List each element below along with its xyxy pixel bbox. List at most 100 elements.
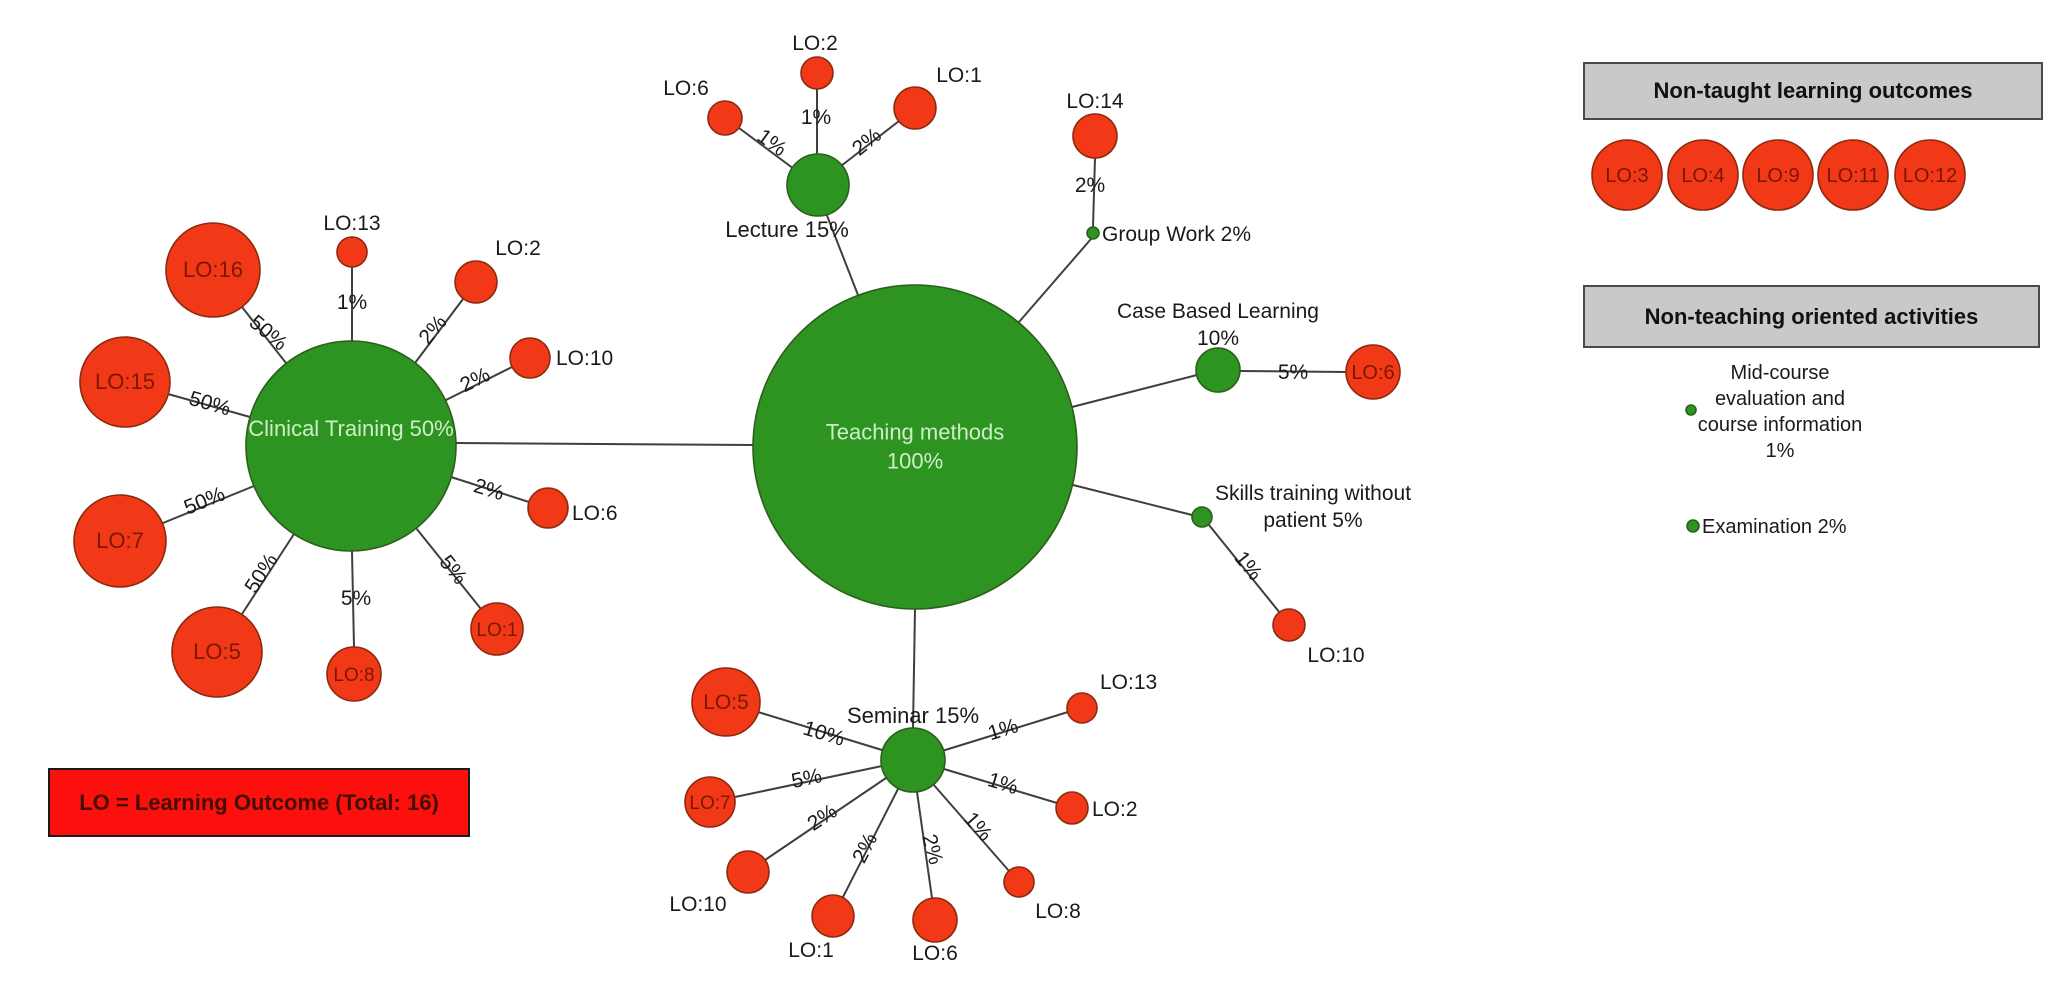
seminar-lo6-label: LO:6 [912, 942, 958, 965]
legend-lo3-label: LO:3 [1605, 165, 1648, 187]
clinical-lo7-node [73, 494, 167, 588]
lo-definition-box: LO = Learning Outcome (Total: 16) [48, 768, 470, 837]
clinical-training-label: Clinical Training 50% [248, 416, 453, 441]
group-work-label: Group Work 2% [1102, 223, 1251, 246]
edge-seminar-lo8 [932, 783, 1010, 872]
edge-label-lecture-lo1: 2% [848, 123, 886, 160]
edge-label-cbl-lo6: 5% [1278, 361, 1308, 384]
edge-label-clinical-lo5: 50% [240, 550, 282, 598]
edge-label-skills-lo10: 1% [1230, 547, 1267, 585]
case-based-learning-node [1195, 347, 1241, 393]
edge-skills-lo10 [1208, 524, 1281, 614]
edge-label-seminar-lo1: 2% [848, 829, 882, 866]
clinical-lo8-node [326, 646, 382, 702]
seminar-lo5-node [691, 667, 761, 737]
seminar-lo13-label: LO:13 [1100, 671, 1157, 694]
clinical-lo13-node [336, 236, 368, 268]
legend-lo4-node [1667, 139, 1739, 211]
clinical-lo10-node [509, 337, 551, 379]
clinical-lo15-label: LO:15 [95, 369, 155, 394]
seminar-lo8-label: LO:8 [1035, 900, 1081, 923]
clinical-lo1-label: LO:1 [476, 620, 517, 641]
seminar-lo1-label: LO:1 [788, 939, 834, 962]
seminar-lo10-label: LO:10 [669, 893, 726, 916]
non-teaching-activities-header: Non-teaching oriented activities [1583, 285, 2040, 348]
case-based-learning-label: 10% [1197, 327, 1239, 350]
lecture-label: Lecture 15% [725, 217, 849, 242]
skills-training-node [1191, 506, 1213, 528]
clinical-lo5-label: LO:5 [193, 639, 241, 664]
midcourse-dot-node [1685, 404, 1697, 416]
seminar-lo8-node [1003, 866, 1035, 898]
non-taught-outcomes-header: Non-taught learning outcomes [1583, 62, 2043, 120]
lecture-lo1-label: LO:1 [936, 64, 982, 87]
edge-label-clinical-lo16: 50% [245, 311, 292, 356]
examination-dot-node [1686, 519, 1700, 533]
cbl-lo6-node [1345, 344, 1401, 400]
seminar-lo2-node [1055, 791, 1089, 825]
edge-label-clinical-lo2: 2% [414, 311, 451, 349]
skills-lo10-label: LO:10 [1307, 644, 1364, 667]
edge-clinical-lo6 [450, 476, 530, 503]
legend-lo12-label: LO:12 [1903, 165, 1957, 187]
skills-lo10-node [1272, 608, 1306, 642]
edge-lecture-lo1 [840, 120, 900, 167]
skills-training-label: patient 5% [1263, 509, 1362, 532]
groupwork-lo14-node [1072, 113, 1118, 159]
seminar-lo13-node [1066, 692, 1098, 724]
lecture-lo1-node [893, 86, 937, 130]
clinical-training-node [245, 340, 457, 552]
edge-teaching-lecture [825, 212, 859, 296]
clinical-lo7-label: LO:7 [96, 528, 144, 553]
edge-cbl-lo6 [1239, 370, 1347, 373]
seminar-label: Seminar 15% [847, 703, 979, 728]
edge-seminar-lo6 [916, 791, 933, 899]
edge-label-lecture-lo2: 1% [801, 106, 831, 129]
lecture-lo6-label: LO:6 [663, 77, 709, 100]
edge-teaching-seminar [912, 608, 916, 729]
seminar-lo1-node [811, 894, 855, 938]
edge-label-seminar-lo5: 10% [800, 717, 847, 751]
edge-label-clinical-lo8: 5% [341, 587, 371, 610]
edge-clinical-lo2 [414, 298, 464, 364]
edge-clinical-lo15 [167, 393, 251, 418]
groupwork-lo14-label: LO:14 [1066, 90, 1124, 113]
legend-lo4-label: LO:4 [1681, 165, 1724, 187]
legend-lo9-label: LO:9 [1756, 165, 1799, 187]
skills-training-label: Skills training without [1215, 482, 1411, 505]
edge-seminar-lo10 [764, 777, 887, 861]
edge-label-seminar-lo6: 2% [917, 832, 947, 867]
lecture-node [786, 153, 850, 217]
edge-label-clinical-lo13: 1% [337, 291, 367, 314]
edge-label-clinical-lo6: 2% [471, 474, 507, 505]
edge-clinical-lo10 [445, 366, 513, 401]
edge-seminar-lo1 [842, 788, 899, 898]
edge-clinical-lo16 [241, 306, 287, 364]
edge-clinical-lo7 [162, 485, 255, 524]
legend-lo9-node [1742, 139, 1814, 211]
clinical-lo16-node [165, 222, 261, 318]
edge-teaching-clinical [455, 442, 754, 446]
edge-label-clinical-lo7: 50% [181, 482, 229, 519]
legend-lo11-node [1817, 139, 1889, 211]
edge-label-seminar-lo2: 1% [985, 768, 1021, 799]
edge-seminar-lo5 [757, 711, 883, 751]
edge-lecture-lo6 [738, 127, 795, 170]
midcourse-evaluation-note: Mid-course evaluation and course informa… [1697, 362, 1863, 462]
clinical-lo5-node [171, 606, 263, 698]
seminar-node [880, 727, 946, 793]
case-based-learning-label: Case Based Learning [1117, 300, 1319, 323]
lecture-lo2-label: LO:2 [792, 32, 838, 55]
clinical-lo2-label: LO:2 [495, 237, 541, 260]
seminar-lo5-label: LO:5 [703, 691, 749, 714]
edge-seminar-lo2 [943, 768, 1058, 804]
clinical-lo8-label: LO:8 [333, 665, 374, 686]
edge-seminar-lo13 [941, 711, 1069, 752]
legend-lo3-node [1591, 139, 1663, 211]
legend-lo11-label: LO:11 [1827, 165, 1880, 187]
edge-seminar-lo7 [734, 765, 883, 798]
edge-clinical-lo1 [415, 527, 482, 610]
clinical-lo10-label: LO:10 [556, 347, 613, 370]
